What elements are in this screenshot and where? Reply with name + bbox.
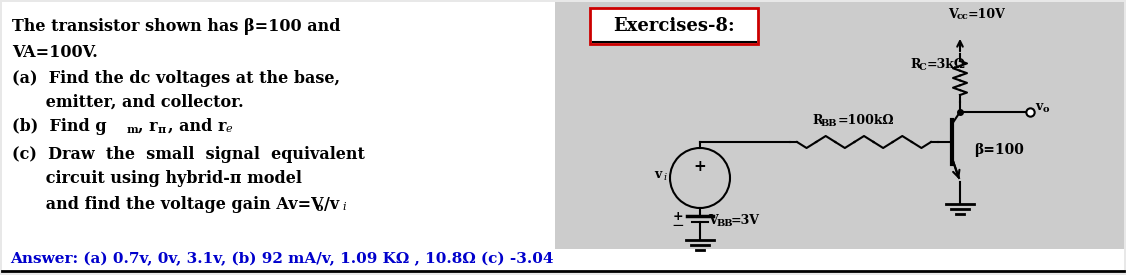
Text: (c)  Draw  the  small  signal  equivalent: (c) Draw the small signal equivalent [12, 146, 365, 163]
Text: (a)  Find the dc voltages at the base,: (a) Find the dc voltages at the base, [12, 70, 340, 87]
Text: /v: /v [324, 196, 339, 213]
Bar [555, 2, 1124, 270]
Text: BB: BB [717, 219, 733, 229]
Text: BB: BB [821, 120, 838, 128]
Text: V: V [708, 213, 717, 227]
Text: +: + [672, 210, 683, 222]
Text: o: o [316, 202, 323, 213]
Text: +: + [694, 159, 706, 174]
Text: V: V [948, 8, 958, 21]
Text: VA=100V.: VA=100V. [12, 44, 98, 61]
Bar [2, 249, 1124, 271]
Text: =100kΩ: =100kΩ [838, 114, 895, 126]
Text: −: − [671, 219, 685, 233]
Text: , r: , r [138, 118, 158, 135]
Text: m: m [127, 124, 138, 135]
Text: (b)  Find g: (b) Find g [12, 118, 107, 135]
Bar [2, 2, 555, 270]
Text: R: R [812, 114, 822, 126]
Text: Answer: (a) 0.7v, 0v, 3.1v, (b) 92 mA/v, 1.09 KΩ , 10.8Ω (c) -3.04: Answer: (a) 0.7v, 0v, 3.1v, (b) 92 mA/v,… [10, 252, 554, 266]
Text: circuit using hybrid-π model: circuit using hybrid-π model [12, 170, 302, 187]
Text: , and r: , and r [168, 118, 226, 135]
Text: R: R [910, 57, 920, 70]
Text: emitter, and collector.: emitter, and collector. [12, 94, 243, 111]
Text: i: i [663, 174, 667, 183]
Text: β=100: β=100 [974, 143, 1024, 157]
Text: and find the voltage gain Av=V: and find the voltage gain Av=V [12, 196, 323, 213]
Text: o: o [1043, 106, 1049, 114]
Text: i: i [342, 202, 346, 212]
Text: =3kΩ: =3kΩ [927, 57, 966, 70]
Text: Exercises-8:: Exercises-8: [614, 17, 735, 35]
Text: e: e [226, 124, 233, 134]
Text: v: v [654, 167, 661, 180]
Text: The transistor shown has β=100 and: The transistor shown has β=100 and [12, 18, 340, 35]
Bar [590, 8, 758, 44]
Text: =10V: =10V [968, 8, 1006, 21]
Text: v: v [1035, 100, 1043, 112]
Text: C: C [919, 62, 927, 72]
Text: cc: cc [957, 12, 968, 21]
Text: π: π [158, 124, 167, 135]
Text: =3V: =3V [731, 213, 760, 227]
